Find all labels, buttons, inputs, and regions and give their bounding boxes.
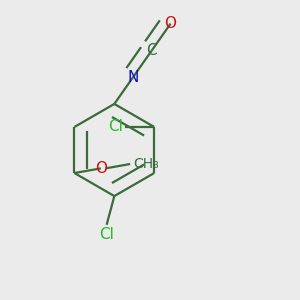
Text: O: O: [95, 161, 107, 176]
Text: CH₃: CH₃: [133, 157, 159, 171]
Text: Cl: Cl: [99, 227, 114, 242]
Text: O: O: [165, 16, 177, 31]
Text: Cl: Cl: [108, 119, 123, 134]
Text: N: N: [128, 70, 139, 85]
Text: C: C: [146, 43, 157, 58]
